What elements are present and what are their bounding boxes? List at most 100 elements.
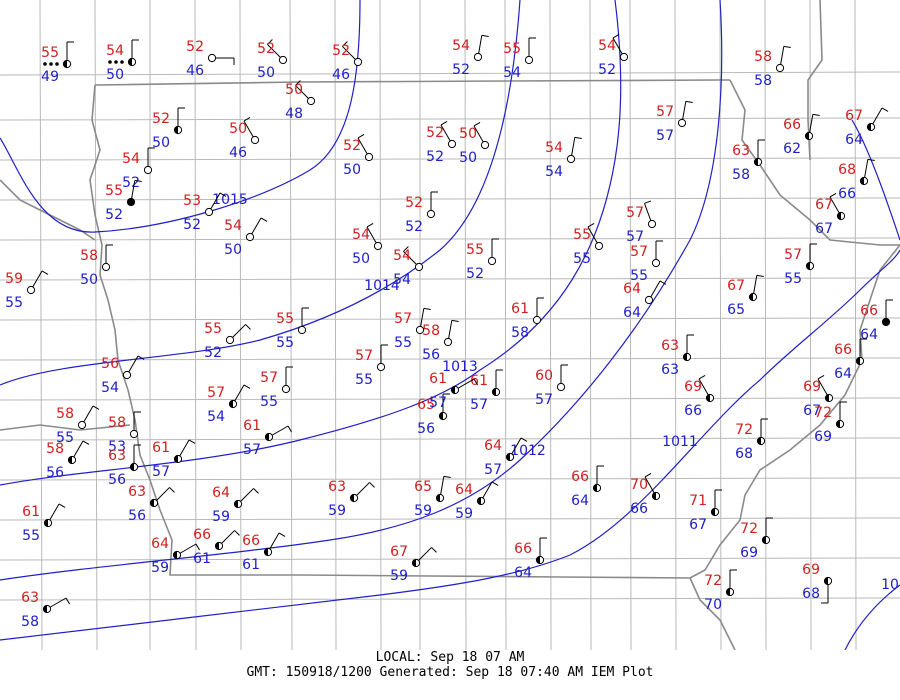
dewpoint-label: 59 bbox=[414, 503, 432, 519]
dewpoint-label: 52 bbox=[122, 175, 140, 191]
temperature-label: 69 bbox=[802, 562, 820, 578]
temperature-label: 57 bbox=[626, 205, 644, 221]
sky-cover-circle bbox=[126, 197, 136, 207]
sky-cover-circle bbox=[480, 140, 490, 150]
dewpoint-label: 57 bbox=[626, 229, 644, 245]
wind-barb-flag bbox=[169, 487, 175, 493]
station-plot: 54 52 bbox=[452, 34, 489, 78]
temperature-label: 72 bbox=[704, 573, 722, 589]
temperature-label: 61 bbox=[152, 440, 170, 456]
station-plot: 55 52 bbox=[204, 321, 251, 361]
temperature-label: 54 bbox=[393, 248, 411, 264]
dewpoint-label: 56 bbox=[422, 347, 440, 363]
temperature-label: 54 bbox=[106, 43, 124, 59]
wind-barb-flag bbox=[287, 425, 292, 433]
station-plot: 58 56 bbox=[46, 440, 90, 481]
temperature-label: 52 bbox=[343, 138, 361, 154]
sky-cover-fill bbox=[229, 400, 233, 408]
wind-barb-flag bbox=[644, 473, 652, 478]
temperature-label: 53 bbox=[183, 193, 201, 209]
sky-cover-fill bbox=[492, 388, 496, 396]
temperature-label: 54 bbox=[224, 218, 242, 234]
sky-cover-fill bbox=[836, 420, 840, 428]
station-plot: 58 53 bbox=[108, 411, 141, 455]
temperature-label: 57 bbox=[260, 370, 278, 386]
dewpoint-label: 52 bbox=[452, 62, 470, 78]
station-plot: 57 54 bbox=[207, 384, 251, 425]
dewpoint-label: 55 bbox=[260, 394, 278, 410]
temperature-label: 59 bbox=[5, 271, 23, 287]
sky-cover-fill bbox=[593, 484, 597, 492]
temperature-label: 58 bbox=[754, 49, 772, 65]
station-plot: 69 66 bbox=[684, 375, 715, 419]
dewpoint-label: 58 bbox=[21, 614, 39, 630]
station-plot: 61 57 bbox=[243, 418, 292, 458]
wind-barb-flag bbox=[659, 280, 667, 285]
wind-barb-flag bbox=[698, 375, 706, 380]
sky-cover-circle bbox=[306, 96, 316, 106]
sky-cover-circle bbox=[250, 135, 260, 145]
wind-barb-flag bbox=[473, 122, 481, 127]
isobar-label: 1013 bbox=[442, 359, 478, 375]
temperature-label: 61 bbox=[470, 373, 488, 389]
temperature-label: 58 bbox=[56, 406, 74, 422]
sky-cover-circle bbox=[644, 295, 654, 305]
station-plot: 57 57 bbox=[626, 200, 657, 245]
station-plot: 57 55 bbox=[394, 307, 431, 351]
station-plot: 50 46 bbox=[229, 117, 260, 161]
sky-cover-circle bbox=[443, 337, 453, 347]
wind-barb-flag bbox=[574, 136, 582, 140]
sky-cover-fill bbox=[436, 494, 440, 502]
temperature-label: 50 bbox=[459, 126, 477, 142]
wind-barb-flag bbox=[219, 192, 227, 197]
wind-barb-flag bbox=[587, 223, 595, 228]
dewpoint-label: 50 bbox=[352, 251, 370, 267]
temperature-label: 52 bbox=[405, 195, 423, 211]
state-boundaries bbox=[0, 0, 900, 650]
wind-barb-flag bbox=[812, 113, 820, 117]
wind-barb-flag bbox=[195, 543, 200, 551]
dewpoint-label: 59 bbox=[390, 568, 408, 584]
station-plot: 52 46 bbox=[186, 39, 235, 79]
station-plot: 61 57 bbox=[429, 371, 478, 411]
wind-barb-flag bbox=[817, 375, 825, 380]
rain-symbol bbox=[108, 60, 112, 64]
station-plot: 72 68 bbox=[735, 418, 768, 462]
station-plot: 66 61 bbox=[193, 527, 240, 567]
station-plot: 63 63 bbox=[661, 334, 694, 378]
station-plot: 54 52 bbox=[122, 147, 155, 191]
station-plot: 58 50 bbox=[80, 244, 113, 288]
station-plot: 52 50 bbox=[152, 107, 185, 151]
temperature-label: 56 bbox=[101, 356, 119, 372]
sky-cover-fill bbox=[726, 588, 730, 596]
dewpoint-label: 46 bbox=[186, 63, 204, 79]
temperature-label: 50 bbox=[285, 82, 303, 98]
dewpoint-label: 54 bbox=[393, 272, 411, 288]
station-plot: 63 58 bbox=[21, 590, 70, 630]
sky-cover-circle bbox=[101, 262, 111, 272]
dewpoint-label: 64 bbox=[514, 565, 532, 581]
sky-cover-circle bbox=[414, 262, 424, 272]
temperature-label: 61 bbox=[511, 301, 529, 317]
wind-barb-flag bbox=[357, 134, 365, 139]
station-plot: 67 59 bbox=[390, 544, 437, 584]
station-plot: 63 56 bbox=[128, 484, 175, 524]
dewpoint-label: 52 bbox=[466, 266, 484, 282]
county-boundaries bbox=[0, 0, 900, 650]
wind-barb-flag bbox=[403, 246, 409, 252]
dewpoint-label: 63 bbox=[661, 362, 679, 378]
sky-cover-circle bbox=[143, 165, 153, 175]
dewpoint-label: 59 bbox=[151, 560, 169, 576]
sky-cover-circle bbox=[245, 232, 255, 242]
dewpoint-label: 54 bbox=[101, 380, 119, 396]
dewpoint-label: 58 bbox=[511, 325, 529, 341]
station-plot: 64 64 bbox=[623, 280, 667, 321]
sky-cover-circle bbox=[373, 241, 383, 251]
wind-barb-flag bbox=[65, 597, 70, 605]
dewpoint-label: 56 bbox=[108, 472, 126, 488]
wind-barb-flag bbox=[491, 481, 499, 486]
dewpoint-label: 53 bbox=[108, 439, 126, 455]
isobar-label: 1012 bbox=[510, 443, 546, 459]
station-plot: 55 49 bbox=[41, 41, 74, 85]
